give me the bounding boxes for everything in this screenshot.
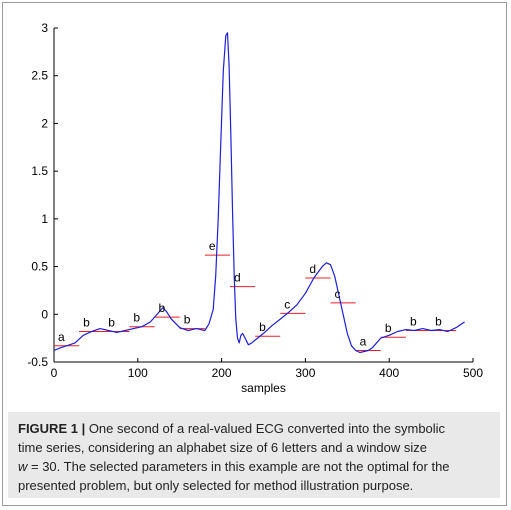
- y-tick-label: 0.5: [31, 260, 48, 274]
- figure-caption: FIGURE 1 | One second of a real-valued E…: [8, 412, 500, 498]
- caption-variable: w: [18, 459, 28, 474]
- caption-line-4: presented problem, but only selected for…: [18, 478, 414, 493]
- symbol-label: d: [234, 271, 241, 285]
- symbol-label: e: [209, 239, 216, 253]
- symbol-label: b: [385, 321, 392, 335]
- y-tick-label: -0.5: [27, 355, 48, 369]
- x-tick-label: 300: [295, 366, 315, 380]
- y-tick-label: 2: [41, 116, 48, 130]
- symbol-label: c: [335, 287, 341, 301]
- x-axis-title: samples: [241, 381, 286, 395]
- caption-prefix: FIGURE 1 |: [18, 421, 86, 436]
- symbol-label: b: [108, 315, 115, 329]
- x-tick-label: 200: [212, 366, 232, 380]
- symbol-label: a: [360, 335, 367, 349]
- symbol-label: b: [159, 301, 166, 315]
- y-tick-label: 3: [41, 21, 48, 35]
- symbol-label: c: [284, 297, 290, 311]
- symbol-label: a: [58, 330, 65, 344]
- x-tick-label: 0: [51, 366, 58, 380]
- symbol-label: b: [133, 311, 140, 325]
- ecg-signal-line: [53, 32, 465, 354]
- caption-line-3: = 30. The selected parameters in this ex…: [27, 459, 450, 474]
- caption-line-1: One second of a real-valued ECG converte…: [85, 421, 446, 436]
- ecg-symbolic-chart: 0 100 200 300 400 500-0.500.511.522.53samples…: [27, 21, 483, 395]
- y-tick-label: 2.5: [31, 69, 48, 83]
- y-tick-label: 1.5: [31, 164, 48, 178]
- symbol-label: b: [83, 315, 90, 329]
- x-tick-label: 400: [379, 366, 399, 380]
- y-tick-label: 1: [41, 212, 48, 226]
- symbol-label: b: [410, 315, 417, 329]
- symbol-label: b: [259, 320, 266, 334]
- symbol-label: b: [184, 313, 191, 327]
- symbol-label: b: [435, 315, 442, 329]
- caption-line-2: time series, considering an alphabet siz…: [18, 440, 427, 455]
- y-tick-label: 0: [41, 307, 48, 321]
- x-tick-label: 500: [463, 366, 483, 380]
- symbol-label: d: [309, 262, 316, 276]
- x-tick-label: 100: [128, 366, 148, 380]
